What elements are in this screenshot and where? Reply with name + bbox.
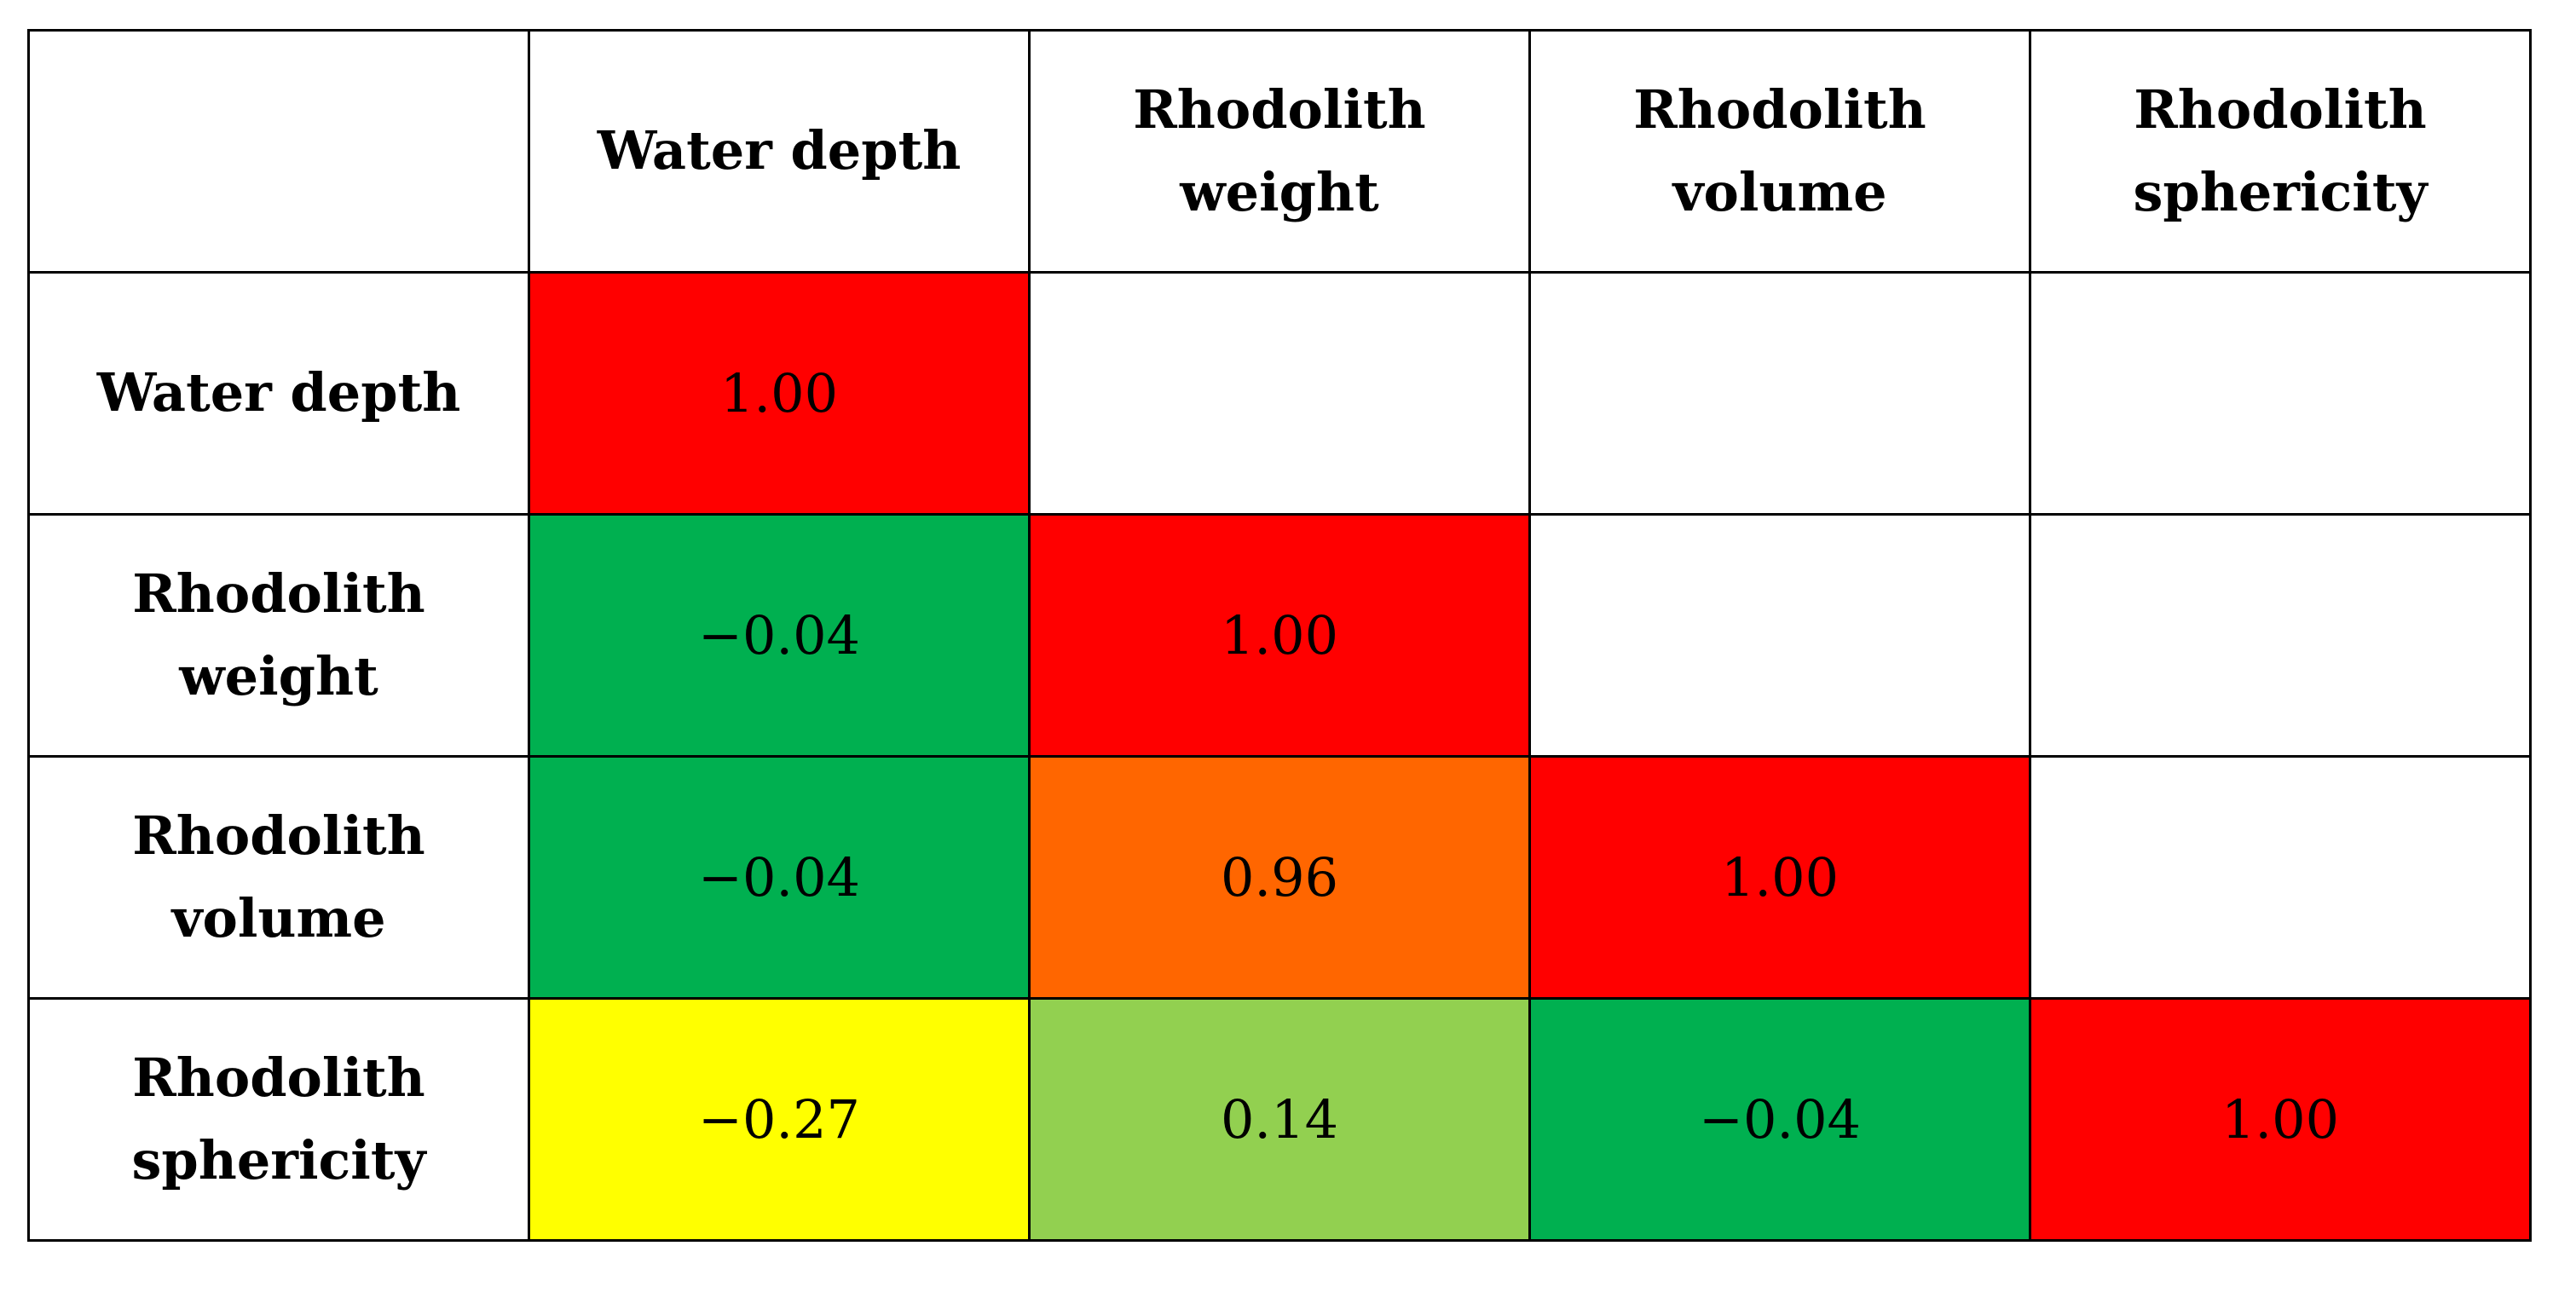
row-header: Water depth [27, 271, 530, 516]
column-header: Rhodolith weight [1028, 29, 1531, 274]
row-header-line: weight [179, 644, 378, 707]
row-header-line: Rhodolith [132, 805, 425, 868]
column-header-line: Rhodolith [1133, 78, 1426, 141]
header-row: Water depth Rhodolith weight Rhodolith v… [27, 29, 2532, 274]
correlation-value: 1.00 [1720, 846, 1840, 908]
correlation-matrix-table: Water depth Rhodolith weight Rhodolith v… [27, 29, 2532, 1242]
correlation-value: −0.27 [698, 1088, 860, 1151]
table-row: Rhodolith volume −0.04 0.96 1.00 [27, 755, 2532, 1000]
correlation-cell: −0.04 [528, 755, 1031, 1000]
column-header-line: weight [1180, 160, 1379, 223]
column-header: Rhodolith sphericity [2029, 29, 2532, 274]
correlation-cell: −0.04 [1528, 997, 2031, 1242]
correlation-value: −0.04 [1699, 1088, 1861, 1151]
row-header-line: volume [171, 886, 386, 949]
corner-cell [27, 29, 530, 274]
column-header-line: volume [1672, 160, 1887, 223]
correlation-value: 0.14 [1220, 1088, 1339, 1151]
correlation-cell: 0.96 [1028, 755, 1531, 1000]
correlation-cell: 1.00 [528, 271, 1031, 516]
row-header-line: Water depth [96, 361, 461, 424]
correlation-cell: 1.00 [1028, 513, 1531, 758]
empty-cell [2029, 513, 2532, 758]
correlation-value: 0.96 [1220, 846, 1339, 908]
column-header-line: Rhodolith [1633, 78, 1926, 141]
empty-cell [2029, 271, 2532, 516]
row-header-line: Rhodolith [132, 562, 425, 626]
correlation-value: 1.00 [1220, 604, 1339, 666]
correlation-cell: 0.14 [1028, 997, 1531, 1242]
column-header-line: Water depth [597, 119, 962, 182]
column-header: Water depth [528, 29, 1031, 274]
table-row: Rhodolith weight −0.04 1.00 [27, 513, 2532, 758]
correlation-cell: −0.27 [528, 997, 1031, 1242]
row-header-line: sphericity [131, 1128, 426, 1191]
correlation-cell: 1.00 [1528, 755, 2031, 1000]
correlation-value: 1.00 [2221, 1088, 2340, 1151]
correlation-value: 1.00 [719, 362, 839, 424]
empty-cell [2029, 755, 2532, 1000]
empty-cell [1028, 271, 1531, 516]
table-row: Rhodolith sphericity −0.27 0.14 −0.04 1.… [27, 997, 2532, 1242]
correlation-cell: −0.04 [528, 513, 1031, 758]
row-header: Rhodolith sphericity [27, 997, 530, 1242]
correlation-value: −0.04 [698, 846, 860, 908]
empty-cell [1528, 271, 2031, 516]
row-header: Rhodolith volume [27, 755, 530, 1000]
table-row: Water depth 1.00 [27, 271, 2532, 516]
correlation-cell: 1.00 [2029, 997, 2532, 1242]
column-header-line: Rhodolith [2134, 78, 2427, 141]
row-header: Rhodolith weight [27, 513, 530, 758]
empty-cell [1528, 513, 2031, 758]
column-header-line: sphericity [2133, 160, 2428, 223]
column-header: Rhodolith volume [1528, 29, 2031, 274]
correlation-value: −0.04 [698, 604, 860, 666]
row-header-line: Rhodolith [132, 1047, 425, 1110]
